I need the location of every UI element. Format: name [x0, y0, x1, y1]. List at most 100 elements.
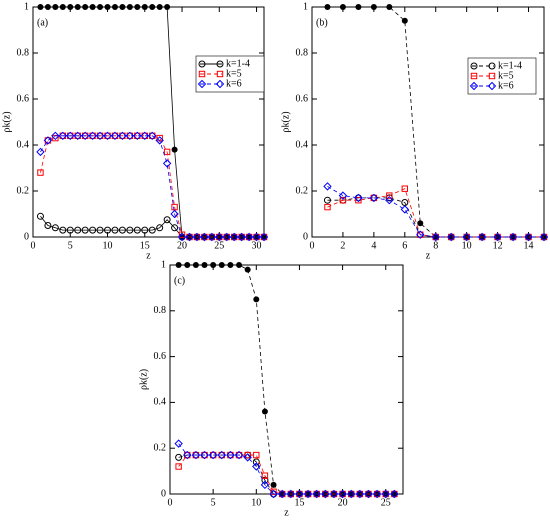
x-tick-label: 20 — [338, 497, 348, 508]
point — [192, 232, 202, 242]
legend-marker — [216, 70, 224, 78]
legend-marker — [470, 72, 478, 80]
point — [89, 226, 97, 234]
y-axis-label: ρk(z) — [280, 111, 291, 132]
series-line — [327, 6, 544, 238]
point — [191, 450, 201, 460]
point — [261, 408, 268, 415]
x-tick-label: 0 — [310, 240, 315, 251]
point — [431, 232, 440, 242]
point — [141, 4, 148, 10]
point — [67, 132, 74, 140]
series-line — [178, 264, 395, 495]
point — [164, 4, 171, 10]
y-tick-label: 0 — [161, 488, 166, 499]
point — [261, 472, 269, 479]
point — [51, 224, 59, 232]
point — [347, 489, 356, 499]
point — [175, 463, 182, 470]
point — [201, 262, 208, 268]
point — [74, 226, 82, 234]
point — [508, 232, 518, 242]
panel-label: (c) — [174, 275, 185, 286]
point — [118, 131, 127, 141]
point — [329, 489, 339, 499]
point — [207, 232, 217, 242]
point — [43, 136, 53, 145]
point — [226, 450, 235, 460]
legend-label: k=6 — [498, 80, 514, 91]
point — [364, 489, 373, 499]
point — [446, 232, 456, 242]
point — [338, 489, 347, 499]
point — [149, 132, 156, 140]
x-tick-label: 6 — [402, 240, 407, 251]
y-axis-label: ρk(z) — [1, 111, 12, 132]
point — [156, 224, 164, 232]
point — [477, 232, 487, 242]
y-tick-label: 1 — [161, 259, 166, 270]
point — [110, 131, 120, 141]
point — [52, 134, 59, 142]
point — [44, 4, 51, 10]
point — [237, 232, 246, 242]
y-tick-label: 0.2 — [17, 185, 30, 196]
legend-label: k=5 — [498, 70, 514, 81]
point — [208, 450, 218, 460]
point — [163, 216, 171, 224]
series-line — [178, 454, 395, 495]
x-tick-label: 10 — [251, 497, 261, 508]
point — [200, 450, 209, 460]
x-tick-label: 12 — [493, 240, 503, 251]
point — [126, 4, 133, 10]
legend-marker — [216, 60, 224, 68]
point — [163, 148, 171, 156]
point — [215, 232, 224, 242]
point — [58, 131, 68, 141]
point — [175, 262, 182, 268]
point — [286, 489, 296, 499]
point — [89, 4, 96, 10]
point — [170, 209, 179, 219]
point — [417, 220, 424, 227]
panel: 0 5 10 15 20 25 0 0.2 0.4 0.6 0.8 1 z ρk(z) (c) — [138, 259, 404, 518]
legend-marker — [488, 72, 496, 80]
y-tick-label: 0.4 — [154, 397, 167, 408]
point — [175, 453, 183, 461]
point — [174, 439, 183, 448]
legend-marker — [198, 70, 206, 78]
x-tick-label: 10 — [462, 240, 472, 251]
legend-marker — [197, 79, 207, 89]
point — [82, 4, 89, 10]
point — [126, 226, 134, 234]
y-tick-label: 0.6 — [17, 93, 30, 104]
point — [183, 450, 192, 460]
x-tick-label: 0 — [31, 240, 36, 251]
point — [200, 232, 209, 242]
point — [324, 4, 331, 10]
x-tick-label: 20 — [177, 240, 187, 251]
x-tick-label: 14 — [524, 240, 534, 251]
point — [148, 226, 156, 234]
point — [244, 232, 254, 242]
point — [52, 4, 59, 10]
point — [253, 451, 260, 459]
point — [227, 262, 234, 268]
point — [95, 131, 105, 141]
point — [370, 4, 377, 10]
point — [339, 197, 347, 204]
x-tick-label: 2 — [340, 240, 345, 251]
point — [162, 159, 172, 168]
point — [462, 232, 471, 242]
x-tick-label: 30 — [252, 240, 262, 251]
y-tick-label: 0.8 — [154, 305, 167, 316]
series-line — [40, 6, 264, 238]
panel-label: (b) — [316, 17, 328, 28]
point — [51, 131, 60, 141]
point — [261, 476, 269, 484]
point — [155, 136, 164, 145]
point — [524, 232, 533, 242]
legend-label: k=5 — [226, 68, 242, 79]
point — [37, 4, 44, 10]
point — [66, 131, 75, 141]
